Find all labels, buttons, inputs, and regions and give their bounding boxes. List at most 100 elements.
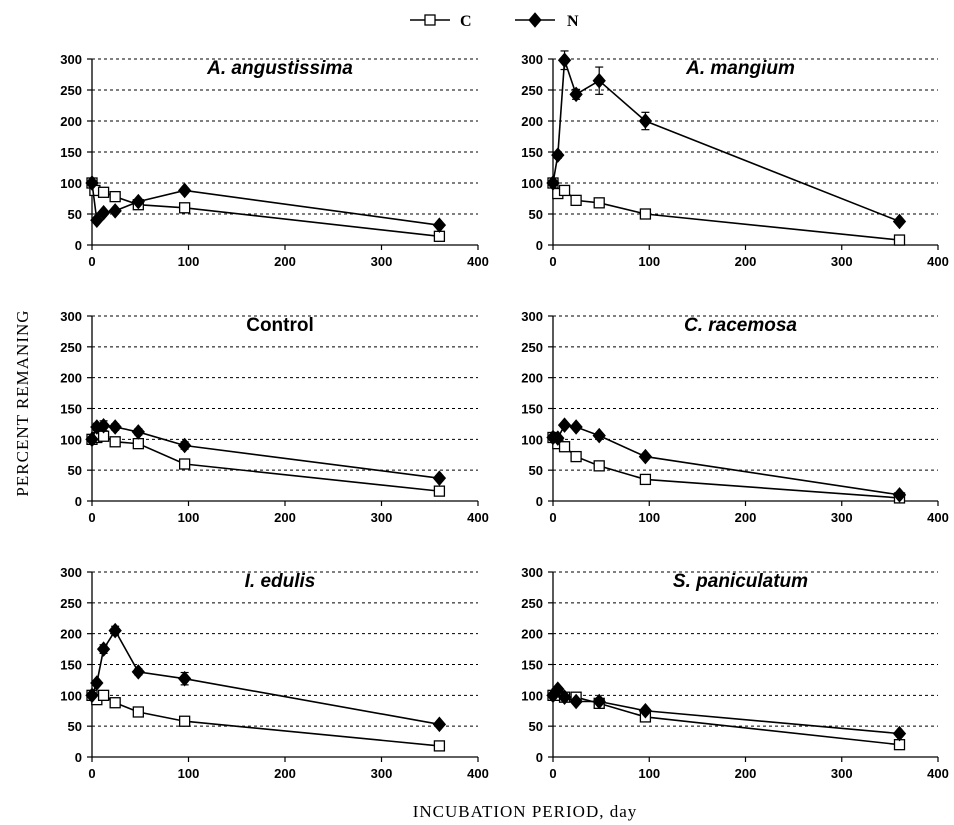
panel-title: A. mangium [685,58,795,79]
y-tick-label: 250 [60,596,82,611]
data-point [593,74,605,88]
data-point [639,450,651,464]
panel-2: 0 50 100 150 200 250 300 0 100 200 300 400 A. mangiu… [521,51,949,269]
y-tick-label: 100 [521,432,543,447]
data-point [639,114,651,128]
y-tick-label: 200 [521,627,543,642]
y-tick-label: 0 [75,494,82,509]
data-point [559,53,571,67]
x-tick-label: 200 [735,766,757,781]
y-tick-label: 0 [536,494,543,509]
x-tick-label: 100 [638,254,660,269]
series-c [87,431,444,496]
y-tick-label: 300 [60,565,82,580]
y-tick-label: 150 [521,658,543,673]
legend-item-c: C [410,13,472,30]
panel-3: 0 50 100 150 200 250 300 0 100 200 300 400 Control [60,309,489,525]
x-tick-label: 200 [274,510,296,525]
y-tick-label: 150 [521,145,543,160]
y-tick-label: 100 [521,176,543,191]
y-tick-label: 150 [521,402,543,417]
x-tick-label: 400 [467,254,489,269]
data-point [110,698,120,708]
data-point [179,672,191,686]
data-point [560,442,570,452]
y-tick-label: 250 [521,340,543,355]
data-point [594,198,604,208]
series-line [92,695,439,746]
y-tick-label: 200 [521,371,543,386]
y-tick-label: 50 [68,719,82,734]
panel-title: S. paniculatum [673,571,808,592]
data-point [560,185,570,195]
series-line [553,437,900,497]
panel-6: 0 50 100 150 200 250 300 0 100 200 300 400 S. panicu… [521,565,949,781]
data-point [133,707,143,717]
x-tick-label: 100 [638,510,660,525]
y-tick-label: 300 [521,565,543,580]
x-tick-label: 300 [371,510,393,525]
legend-marker [425,15,435,25]
x-axis-label: INCUBATION PERIOD, day [413,802,638,821]
data-point [180,203,190,213]
panels: 0 50 100 150 200 250 300 0 100 200 300 400 A. angust… [60,51,949,781]
series-line [92,631,439,725]
y-tick-label: 200 [60,627,82,642]
data-point [99,690,109,700]
y-tick-label: 0 [75,238,82,253]
x-tick-label: 300 [371,766,393,781]
y-tick-label: 100 [60,688,82,703]
panel-title: A. angustissima [206,58,353,79]
y-tick-label: 50 [68,463,82,478]
series-line [92,183,439,236]
series-c [548,178,905,245]
x-tick-label: 0 [549,766,556,781]
data-point [433,218,445,232]
y-axis-label: PERCENT REMANING [13,309,32,496]
y-tick-label: 150 [60,402,82,417]
x-tick-label: 400 [467,766,489,781]
x-tick-label: 300 [831,510,853,525]
x-tick-label: 100 [178,254,200,269]
series-n [86,419,445,485]
data-point [132,665,144,679]
data-point [434,486,444,496]
y-tick-label: 50 [68,207,82,222]
panel-5: 0501001502002503000 100 200 300 400I. edulis [60,565,489,781]
data-point [570,87,582,101]
data-point [179,439,191,453]
y-tick-label: 200 [60,371,82,386]
x-tick-label: 200 [735,510,757,525]
series-n [547,682,906,740]
x-tick-label: 400 [927,510,949,525]
data-point [110,192,120,202]
series-c [87,178,444,241]
series-c [548,432,905,502]
x-tick-label: 100 [638,766,660,781]
data-point [894,214,906,228]
series-line [553,183,900,240]
y-tick-label: 250 [521,596,543,611]
y-tick-label: 0 [536,750,543,765]
y-tick-label: 300 [60,309,82,324]
x-tick-label: 200 [735,254,757,269]
data-point [133,439,143,449]
data-point [895,235,905,245]
y-tick-label: 150 [60,145,82,160]
y-tick-label: 0 [75,750,82,765]
panel-title: Control [246,315,314,336]
series-line [553,60,900,221]
series-line [92,436,439,491]
x-tick-label: 300 [371,254,393,269]
y-tick-label: 50 [529,463,543,478]
data-point [640,474,650,484]
x-tick-label: 300 [831,766,853,781]
y-tick-label: 50 [529,207,543,222]
legend-item-n: N [515,13,579,30]
data-point [594,461,604,471]
data-point [640,209,650,219]
x-tick-label: 0 [549,254,556,269]
panel-1: 0 50 100 150 200 250 300 0 100 200 300 400 A. angust… [60,52,489,269]
data-point [571,452,581,462]
